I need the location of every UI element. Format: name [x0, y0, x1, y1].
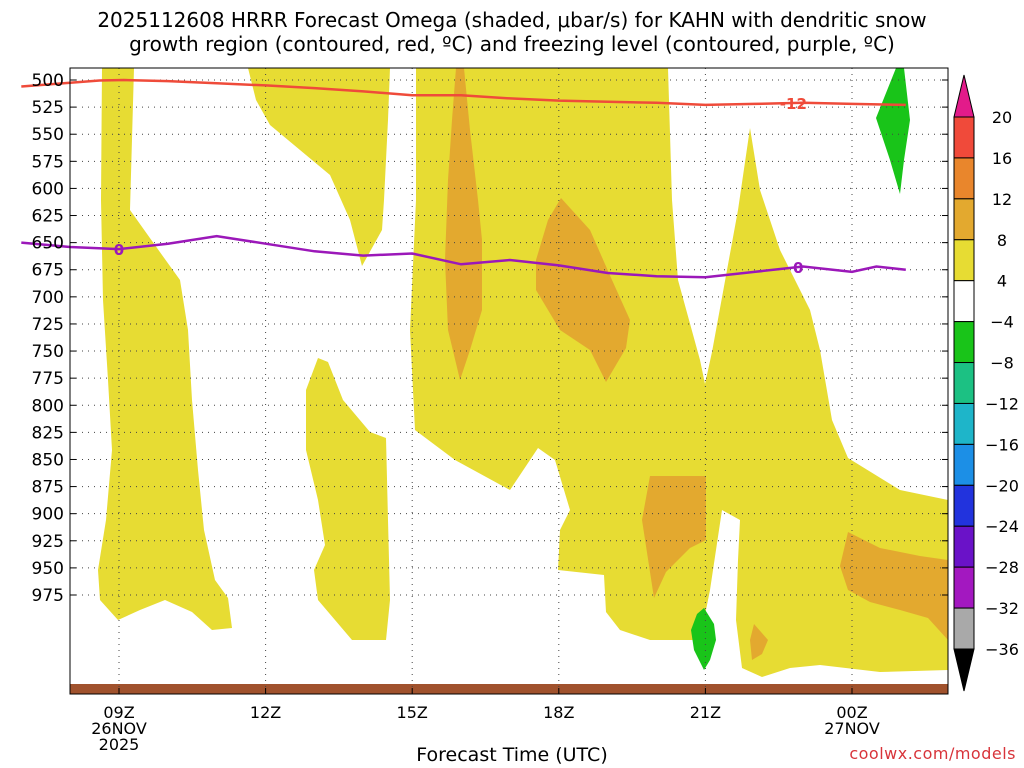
colorbar-bin-8 [953, 443, 975, 486]
y-tick-label-800: 800 [32, 396, 64, 416]
omega-region-orange-4 [840, 532, 948, 640]
colorbar-label-12: −32 [985, 599, 1019, 618]
x-tick-label-12Z-0: 12Z [250, 703, 281, 722]
contour-line-dendritic-growth-region [21, 78, 906, 107]
contour-lines: -12 0 0 [21, 78, 906, 279]
omega-region-green-2 [691, 608, 716, 670]
y-tick-label-900: 900 [32, 505, 64, 525]
colorbar-bottom-arrow [953, 648, 975, 692]
colorbar-label-9: −20 [985, 476, 1019, 495]
contour-label-freezing-level-early: 0 [114, 241, 124, 259]
colorbar-bin-6 [953, 362, 975, 404]
y-tick-label-775: 775 [32, 369, 64, 389]
y-axis: 500 525 550 575 600 625 650 675 700 725 750 775 800 8… [32, 71, 948, 606]
colorbar-label-13: −36 [985, 640, 1019, 659]
y-tick-label-600: 600 [32, 179, 64, 199]
x-tick-label-15Z-0: 15Z [397, 703, 428, 722]
colorbar-label-10: −24 [985, 517, 1019, 536]
omega-region-yellow-3 [306, 358, 390, 640]
y-tick-label-550: 550 [32, 125, 64, 145]
omega-region-yellow-1 [98, 68, 232, 630]
colorbar: 20 16 12 8 4 −4 −8 −12 −16 −20 −24 −28 −32 −36 [953, 74, 1019, 692]
omega-region-yellow-2 [248, 68, 390, 266]
plot-frame [69, 67, 949, 695]
colorbar-label-8: −16 [985, 435, 1019, 454]
x-tick-label-09Z-2: 2025 [99, 735, 140, 754]
x-tick-label-09Z-1: 26NOV [91, 719, 147, 738]
omega-region-yellow-4 [410, 68, 948, 677]
colorbar-bin-12 [953, 607, 975, 650]
colorbar-bin-3 [953, 239, 975, 282]
colorbar-bin-10 [953, 525, 975, 568]
x-tick-label-00Z-1: 27NOV [824, 719, 880, 738]
colorbar-bin-2 [953, 198, 975, 241]
y-tick-label-950: 950 [32, 559, 64, 579]
x-tick-label-18Z-0: 18Z [543, 703, 574, 722]
contour-line-freezing-level [21, 234, 906, 279]
chart-title-line2: growth region (contoured, red, ºC) and f… [129, 32, 895, 56]
colorbar-label-6: −8 [990, 354, 1014, 373]
x-axis-label: Forecast Time (UTC) [416, 744, 608, 766]
colorbar-label-3: 8 [997, 231, 1007, 250]
y-tick-label-700: 700 [32, 288, 64, 308]
chart-title-line1: 2025112608 HRRR Forecast Omega (shaded, … [97, 8, 927, 32]
colorbar-bin-1 [953, 157, 975, 200]
colorbar-label-11: −28 [985, 558, 1019, 577]
contour-label-dendritic-growth-region: -12 [780, 95, 807, 113]
y-tick-label-575: 575 [32, 152, 64, 172]
colorbar-bin-0 [953, 116, 975, 159]
x-tick-label-21Z-0: 21Z [690, 703, 721, 722]
grid-lines [70, 68, 948, 694]
x-tick-label-00Z-0: 00Z [836, 703, 867, 722]
colorbar-label-2: 12 [992, 190, 1012, 209]
y-tick-label-675: 675 [32, 261, 64, 281]
colorbar-label-0: 20 [992, 108, 1012, 127]
y-tick-label-750: 750 [32, 342, 64, 362]
contour-label-freezing-level: 0 [793, 259, 803, 277]
y-tick-label-850: 850 [32, 450, 64, 470]
omega-region-orange-2 [536, 198, 630, 382]
colorbar-label-5: −4 [990, 313, 1014, 332]
y-tick-label-875: 875 [32, 478, 64, 498]
colorbar-label-4: 4 [997, 272, 1007, 291]
colorbar-label-1: 16 [992, 149, 1012, 168]
omega-shading [98, 68, 948, 677]
colorbar-bin-11 [953, 566, 975, 609]
omega-region-orange-1 [445, 68, 482, 380]
omega-region-green-1 [876, 68, 910, 194]
y-tick-label-500: 500 [32, 71, 64, 91]
ground-terrain [70, 684, 948, 694]
source-credit[interactable]: coolwx.com/models [849, 744, 1016, 763]
y-tick-label-650: 650 [32, 234, 64, 254]
y-tick-label-925: 925 [32, 532, 64, 552]
colorbar-bin-9 [953, 484, 975, 527]
x-tick-label-09Z-0: 09Z [103, 703, 134, 722]
colorbar-label-7: −12 [985, 394, 1019, 413]
colorbar-bin-5 [953, 321, 975, 364]
y-tick-label-725: 725 [32, 315, 64, 335]
y-tick-label-975: 975 [32, 586, 64, 606]
colorbar-top-arrow [953, 74, 975, 118]
colorbar-bin-4 [953, 280, 975, 323]
y-tick-label-825: 825 [32, 423, 64, 443]
omega-region-orange-5 [750, 624, 768, 660]
y-tick-label-625: 625 [32, 207, 64, 227]
y-tick-label-525: 525 [32, 98, 64, 118]
colorbar-bin-7 [953, 402, 975, 445]
